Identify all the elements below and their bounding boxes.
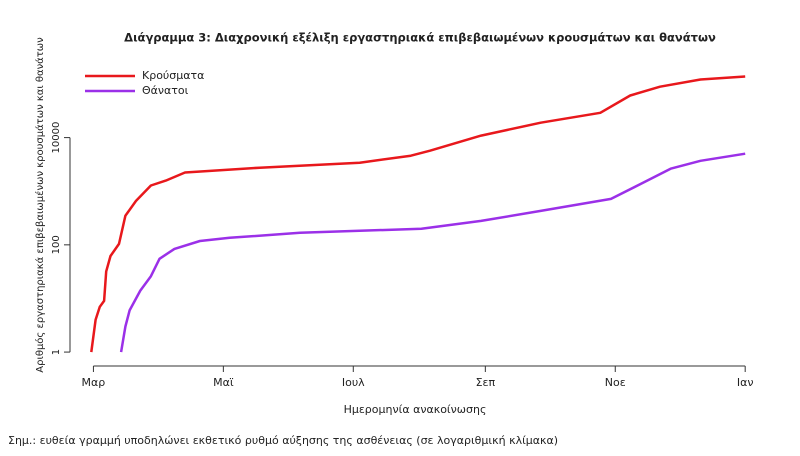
x-axis-label: Ημερομηνία ανακοίνωσης	[344, 403, 487, 416]
x-tick-label: Μαρ	[82, 376, 106, 389]
x-tick-label: Μαϊ	[213, 376, 234, 389]
chart-title: Διάγραμμα 3: Διαχρονική εξέλιξη εργαστηρ…	[124, 31, 716, 45]
x-tick-label: Νοε	[605, 376, 626, 389]
x-tick-label: Σεπ	[476, 376, 496, 389]
footnote: Σημ.: ευθεία γραμμή υποδηλώνει εκθετικό …	[8, 434, 558, 447]
y-tick-label: 100	[51, 235, 62, 254]
y-tick-label: 1	[51, 349, 62, 355]
legend-label: Θάνατοι	[142, 84, 189, 97]
data-line	[90, 75, 746, 353]
x-tick-label: Ιουλ	[342, 376, 365, 389]
data-line	[119, 152, 746, 353]
y-tick-label: 10000	[51, 122, 62, 154]
x-tick-label: Ιαν	[737, 376, 754, 389]
legend-label: Κρούσματα	[142, 69, 204, 82]
y-axis-label: Αριθμός εργαστηριακά επιβεβαιωμένων κρου…	[34, 37, 46, 373]
